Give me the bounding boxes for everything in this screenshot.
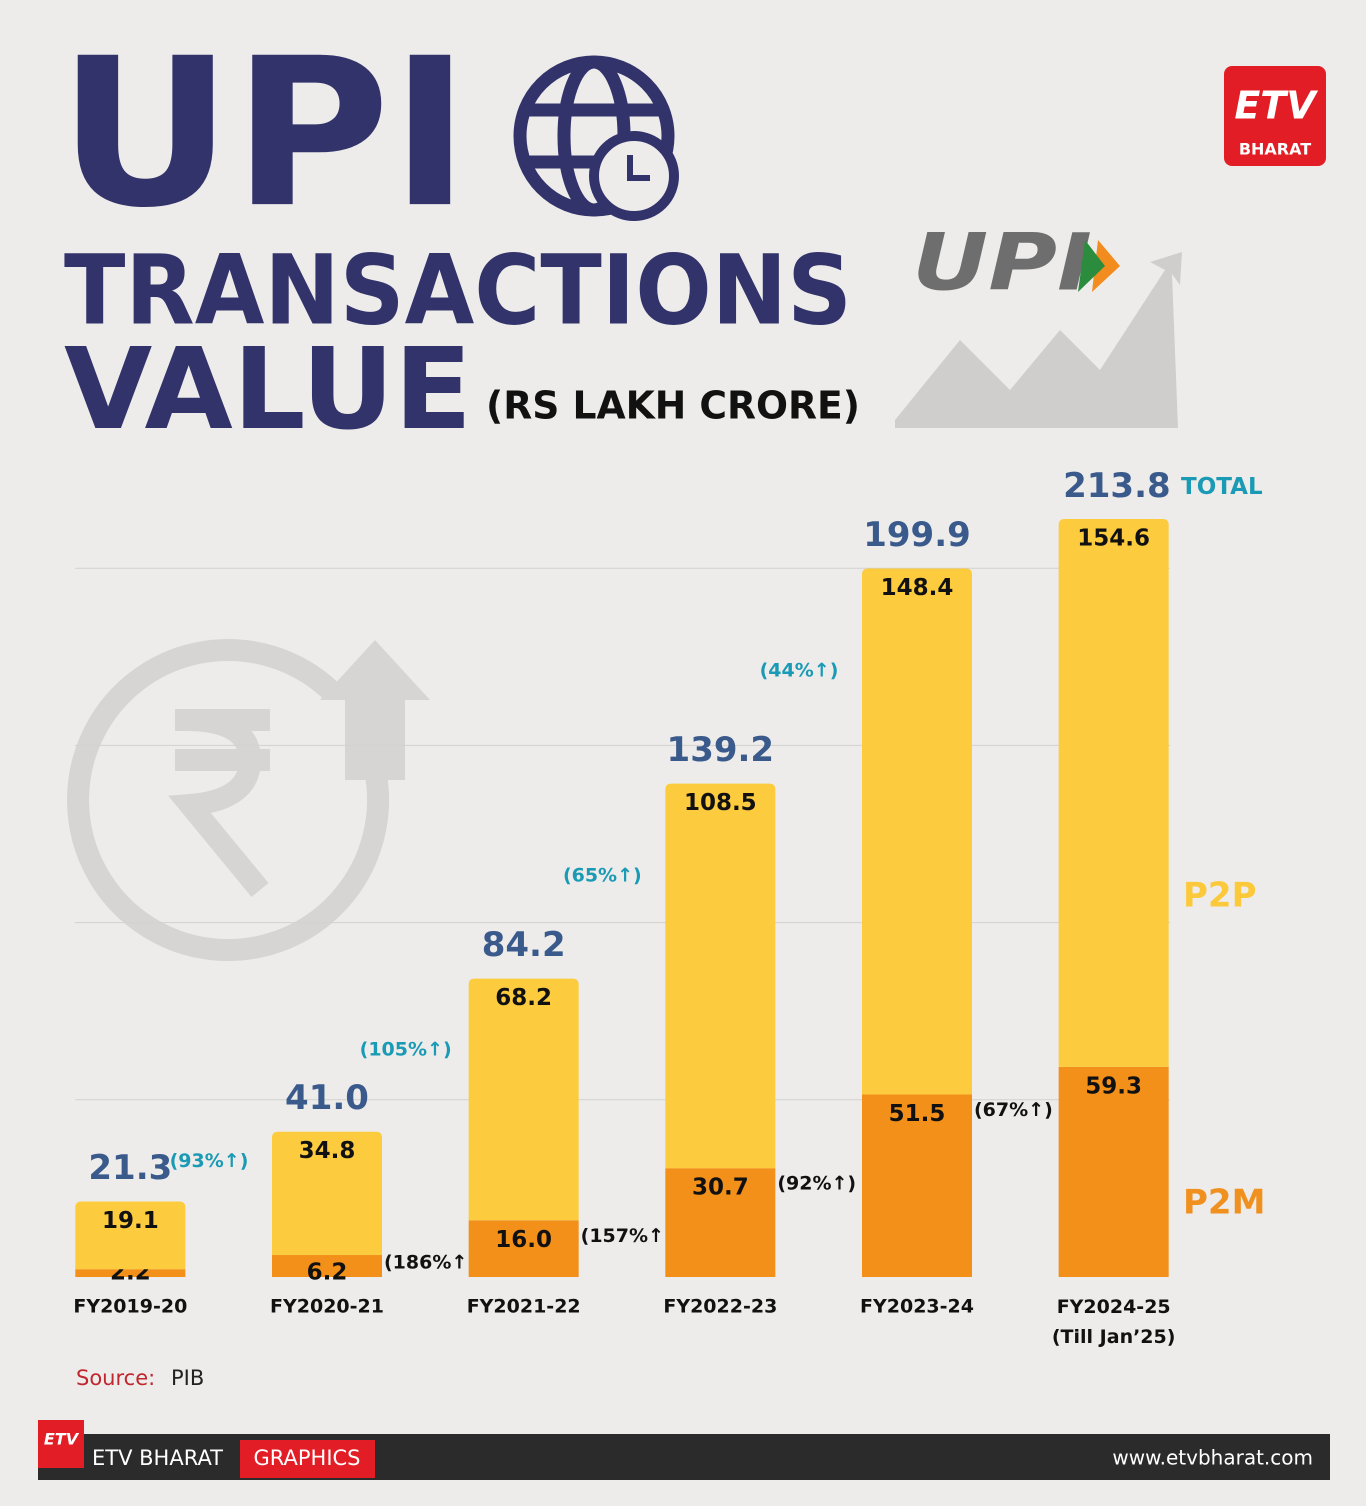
bar-segment (862, 1094, 972, 1277)
bar-segment (1058, 1066, 1169, 1277)
total-label: 84.2 (482, 925, 566, 965)
clock-hands (627, 155, 650, 181)
logo (1224, 66, 1326, 166)
rupee-icon (67, 639, 390, 961)
bar-segment (75, 1269, 186, 1277)
x-tick-label: FY2024-25 (Till Jan’25) (1052, 1296, 1176, 1348)
legend-label: TOTAL (1181, 474, 1263, 500)
bar-segment (1058, 518, 1169, 1067)
bar-segment (665, 783, 776, 1169)
upi-logo: UPI (912, 218, 1092, 308)
source-value: PIB (171, 1366, 204, 1390)
footer-brand: ETV BHARAT (92, 1446, 223, 1470)
title: VALUE (64, 325, 472, 455)
growth-label: (44%↑) (760, 660, 839, 682)
legend-label: P2M (1183, 1183, 1265, 1223)
footer-logo-mark: ETV (44, 1430, 80, 1449)
growth-label: (92%↑) (777, 1173, 856, 1195)
value-label: 19.1 (102, 1208, 159, 1234)
title: UPI (58, 15, 470, 253)
value-label: 154.6 (1077, 525, 1150, 551)
growth-label: (65%↑) (563, 865, 642, 887)
value-label: 108.5 (684, 790, 757, 816)
total-label: 139.2 (667, 730, 775, 770)
growth-label: (93%↑) (170, 1150, 249, 1172)
growth-label: (67%↑) (974, 1099, 1053, 1121)
value-label: 34.8 (299, 1138, 356, 1164)
growth-label: (105%↑) (360, 1039, 452, 1061)
bar-segment (665, 1168, 776, 1277)
bar-segment (468, 978, 579, 1221)
bar-segment (272, 1255, 382, 1277)
total-label: 21.3 (88, 1148, 172, 1188)
growth-label: (157%↑) (581, 1225, 673, 1247)
value-label: 68.2 (495, 985, 552, 1011)
value-label: 30.7 (692, 1175, 749, 1201)
value-label: 6.2 (307, 1260, 348, 1286)
footer-logo (38, 1420, 84, 1468)
subtitle: (RS LAKH CRORE) (486, 384, 860, 428)
bar-segment (272, 1131, 382, 1256)
footer-url: www.etvbharat.com (1112, 1446, 1313, 1470)
total-label: 199.9 (863, 515, 971, 555)
title: TRANSACTIONS (64, 234, 852, 346)
logo-text: BHARAT (1239, 140, 1311, 159)
logo-mark: ETV (1234, 84, 1318, 128)
x-tick-label: FY2019-20 (73, 1296, 187, 1318)
upi-logo-mark (1092, 240, 1120, 292)
upi-logo-mark (1078, 240, 1105, 292)
growth-label: (186%↑) (384, 1252, 476, 1274)
bar-segment (75, 1201, 186, 1270)
source-label: Source: (76, 1366, 155, 1390)
x-tick-label: FY2022-23 (663, 1296, 777, 1318)
x-tick-label: FY2023-24 (860, 1296, 974, 1318)
legend-label: P2P (1183, 876, 1257, 916)
value-label: 51.5 (889, 1101, 946, 1127)
total-label: 213.8 (1063, 466, 1171, 506)
value-label: 148.4 (881, 575, 954, 601)
bar-segment (862, 568, 972, 1095)
value-label: 16.0 (495, 1227, 552, 1253)
footer-section-box (240, 1440, 375, 1478)
chart: FY2019-20 FY2020-21 FY2021-22 FY2022-23 FY20… (73, 466, 1265, 1348)
value-label: 59.3 (1085, 1073, 1142, 1099)
growth-graphic (895, 252, 1182, 428)
footer-section: GRAPHICS (253, 1446, 360, 1470)
x-tick-label: FY2021-22 (467, 1296, 581, 1318)
total-label: 41.0 (285, 1078, 369, 1118)
x-tick-label: FY2020-21 (270, 1296, 384, 1318)
bar-segment (468, 1220, 579, 1277)
